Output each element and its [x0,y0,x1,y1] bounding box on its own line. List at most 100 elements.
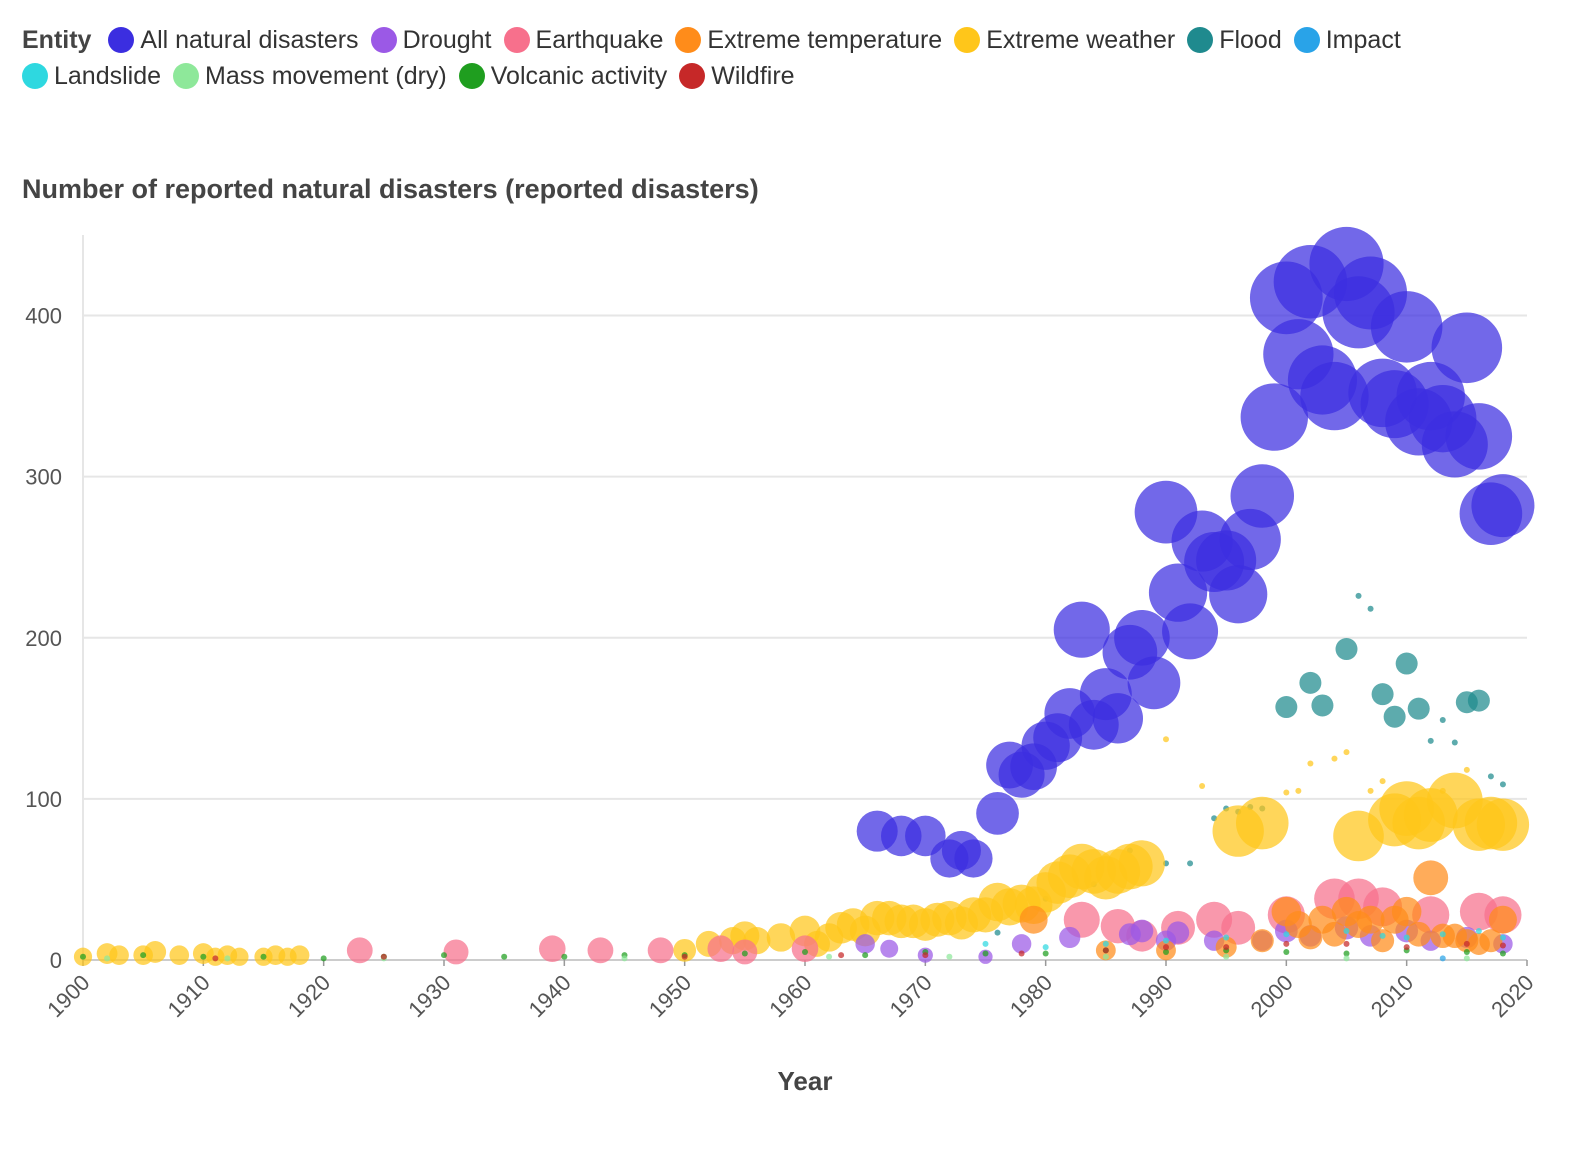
data-point[interactable] [855,934,875,954]
data-point[interactable] [880,939,899,958]
data-point[interactable] [539,935,566,963]
data-point[interactable] [1487,773,1494,780]
data-point[interactable] [1479,929,1503,953]
data-point[interactable] [1283,940,1290,947]
data-point[interactable] [1223,944,1230,951]
legend-item[interactable]: Landslide [22,58,161,94]
data-point[interactable] [1439,955,1446,962]
data-point[interactable] [1102,953,1109,960]
data-point[interactable] [443,939,469,965]
data-point[interactable] [1162,603,1219,660]
data-point[interactable] [224,955,231,962]
data-point[interactable] [1499,781,1506,788]
data-point[interactable] [1299,671,1322,694]
data-point[interactable] [1163,948,1169,955]
data-point[interactable] [1463,940,1470,947]
data-point[interactable] [1463,948,1470,955]
data-point[interactable] [1431,312,1503,384]
data-point[interactable] [260,953,267,960]
legend-item[interactable]: Mass movement (dry) [173,58,447,94]
data-point[interactable] [346,937,373,964]
data-point[interactable] [1011,934,1032,954]
data-point[interactable] [1343,955,1350,962]
data-point[interactable] [1356,905,1385,934]
data-point[interactable] [1370,291,1443,363]
data-point[interactable] [621,955,628,962]
data-point[interactable] [1406,921,1432,947]
legend-item[interactable]: Volcanic activity [458,58,667,94]
data-point[interactable] [1407,697,1430,720]
data-point[interactable] [1283,931,1290,938]
data-point[interactable] [826,953,833,960]
data-point[interactable] [380,953,387,960]
data-point[interactable] [1130,919,1154,943]
data-point[interactable] [978,949,993,964]
data-point[interactable] [982,950,989,957]
data-point[interactable] [1499,934,1506,941]
data-point[interactable] [1475,928,1482,934]
data-point[interactable] [954,839,993,878]
data-point[interactable] [1235,796,1289,850]
data-point[interactable] [1127,656,1181,710]
data-point[interactable] [200,953,207,960]
data-point[interactable] [1283,948,1290,955]
data-point[interactable] [1102,947,1109,954]
data-point[interactable] [1367,787,1374,794]
data-point[interactable] [1445,403,1513,470]
data-point[interactable] [1371,683,1394,706]
data-point[interactable] [289,945,310,965]
data-point[interactable] [1322,921,1347,947]
data-point[interactable] [1223,953,1230,960]
data-point[interactable] [587,937,614,964]
data-point[interactable] [1311,694,1334,717]
data-point[interactable] [1476,798,1530,851]
data-point[interactable] [1463,955,1470,962]
legend-item[interactable]: Drought [370,22,492,58]
data-point[interactable] [994,929,1001,936]
data-point[interactable] [212,955,219,962]
data-point[interactable] [1451,739,1458,746]
data-point[interactable] [1223,934,1230,941]
data-point[interactable] [1187,860,1194,867]
data-point[interactable] [1209,565,1268,624]
data-point[interactable] [1163,937,1169,944]
data-point[interactable] [1383,705,1406,728]
legend-item[interactable]: Earthquake [503,22,663,58]
data-point[interactable] [1114,609,1170,666]
data-point[interactable] [109,945,129,965]
data-point[interactable] [1379,778,1386,785]
data-point[interactable] [1019,905,1048,934]
data-point[interactable] [802,948,808,955]
data-point[interactable] [1102,940,1109,947]
data-point[interactable] [230,947,249,966]
data-point[interactable] [681,953,688,960]
data-point[interactable] [104,955,111,962]
data-point[interactable] [1379,932,1386,939]
data-point[interactable] [1275,696,1298,719]
data-point[interactable] [1371,929,1395,953]
data-point[interactable] [1163,944,1169,951]
data-point[interactable] [320,955,327,962]
data-point[interactable] [1391,896,1422,927]
data-point[interactable] [1439,716,1446,723]
data-point[interactable] [707,935,735,963]
data-point[interactable] [1283,789,1290,796]
legend-item[interactable]: Extreme temperature [675,22,942,58]
data-point[interactable] [1488,905,1517,934]
data-point[interactable] [1331,755,1338,762]
data-point[interactable] [1199,783,1206,789]
data-point[interactable] [976,792,1019,835]
legend-item[interactable]: Flood [1187,22,1282,58]
data-point[interactable] [561,953,568,960]
data-point[interactable] [673,938,697,962]
data-point[interactable] [1163,736,1169,743]
data-point[interactable] [1463,766,1470,773]
data-point[interactable] [1439,931,1446,938]
data-point[interactable] [80,953,86,960]
data-point[interactable] [1018,950,1025,957]
data-point[interactable] [1166,921,1190,944]
data-point[interactable] [144,941,167,963]
data-point[interactable] [1467,689,1490,712]
data-point[interactable] [1427,737,1434,744]
data-point[interactable] [1395,652,1418,675]
